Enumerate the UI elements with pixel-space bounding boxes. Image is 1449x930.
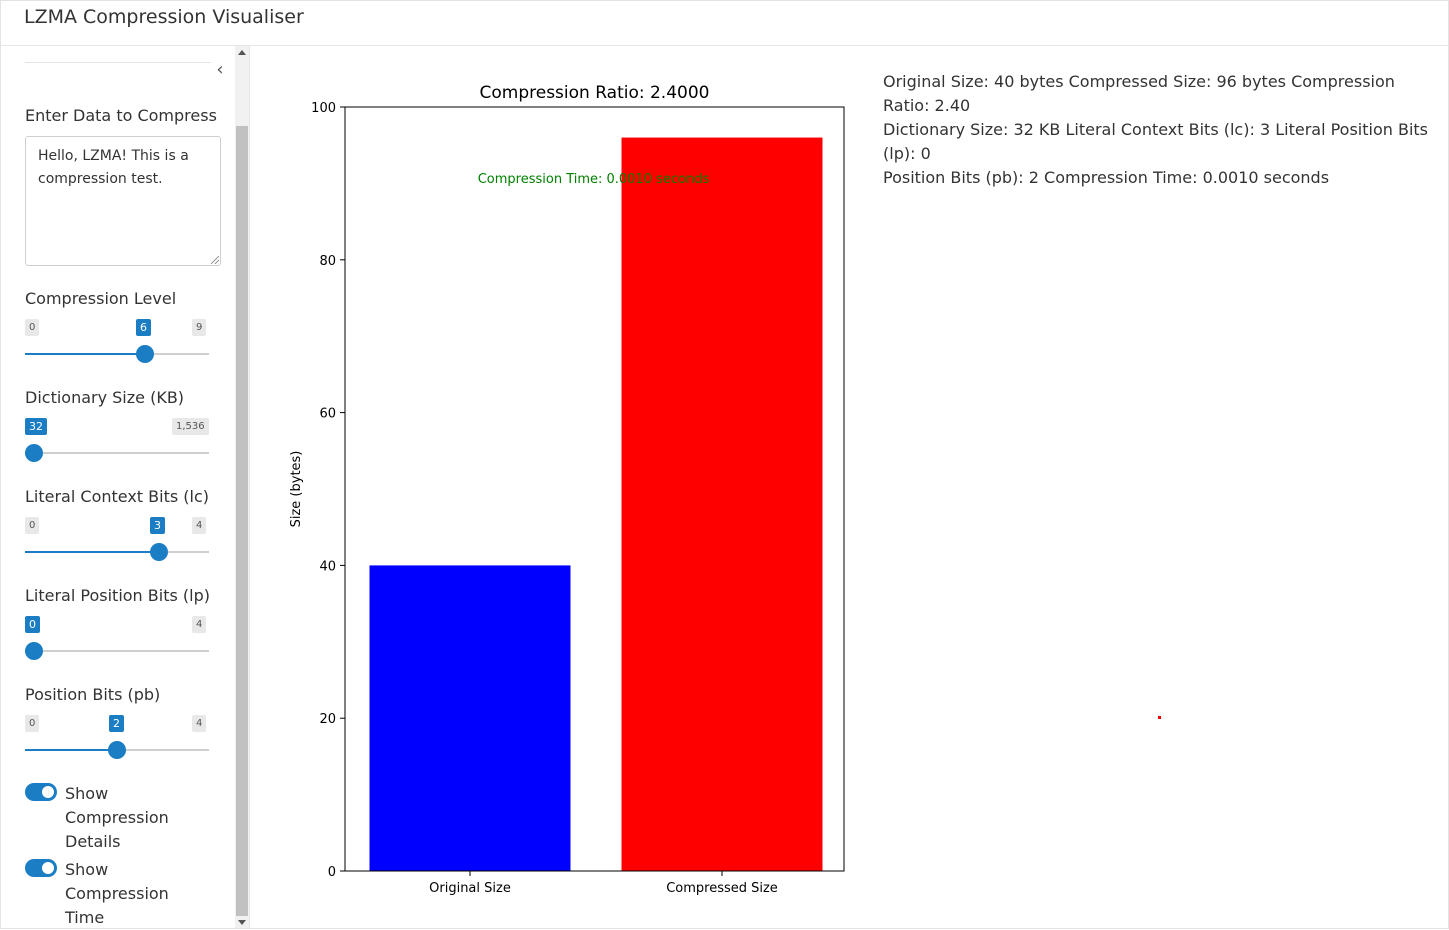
- slider-value-badge: 32: [25, 418, 47, 435]
- toggle-label-line1: Show Compression: [65, 860, 169, 903]
- compression-details: Original Size: 40 bytes Compressed Size:…: [883, 70, 1443, 190]
- position-bits-slider[interactable]: 0 2 4: [25, 715, 211, 765]
- app-header: LZMA Compression Visualiser: [1, 1, 1448, 46]
- resize-grip-icon[interactable]: [211, 256, 219, 264]
- slider-fill: [25, 749, 117, 751]
- chart-annotation: Compression Time: 0.0010 seconds: [478, 172, 710, 187]
- y-tick-label: 20: [319, 712, 336, 727]
- literal-context-bits-slider[interactable]: 0 3 4: [25, 517, 211, 567]
- slider-max-badge: 4: [192, 715, 207, 732]
- toggle-label-line2: Details: [65, 832, 121, 851]
- slider-min-badge: 0: [25, 319, 40, 336]
- scroll-up-icon[interactable]: [238, 50, 246, 55]
- details-line-3: Position Bits (pb): 2 Compression Time: …: [883, 168, 1330, 187]
- toggle-label: Show Compression Time: [65, 858, 209, 930]
- data-input-textarea[interactable]: Hello, LZMA! This is a compression test.: [25, 136, 221, 266]
- sidebar-divider: [25, 62, 211, 63]
- slider-handle[interactable]: [135, 345, 154, 363]
- chart-title: Compression Ratio: 2.4000: [480, 83, 710, 103]
- slider-value-badge: 6: [136, 319, 151, 336]
- slider-track[interactable]: [25, 452, 209, 454]
- dictionary-size-label: Dictionary Size (KB): [25, 388, 185, 407]
- slider-track[interactable]: [25, 650, 209, 652]
- slider-handle[interactable]: [149, 543, 168, 561]
- collapse-sidebar-icon[interactable]: ‹: [216, 59, 224, 80]
- slider-min-badge: 0: [25, 517, 40, 534]
- slider-handle[interactable]: [108, 741, 126, 759]
- slider-handle[interactable]: [25, 444, 43, 462]
- y-axis-label: Size (bytes): [289, 451, 304, 528]
- slider-fill: [25, 551, 159, 553]
- slider-value-badge: 2: [109, 715, 124, 732]
- data-input-value: Hello, LZMA! This is a compression test.: [38, 148, 189, 187]
- toggle-label-line2: Time: [65, 908, 105, 927]
- toggle-label-line1: Show Compression: [65, 784, 169, 827]
- input-label: Enter Data to Compress: [25, 106, 217, 125]
- slider-fill: [25, 353, 145, 355]
- literal-position-bits-label: Literal Position Bits (lp): [25, 586, 210, 605]
- scrollbar-thumb[interactable]: [236, 126, 248, 916]
- bar-1: [621, 137, 823, 871]
- toggle-label: Show Compression Details: [65, 782, 209, 854]
- slider-max-badge: 4: [192, 517, 207, 534]
- position-bits-label: Position Bits (pb): [25, 685, 161, 704]
- y-tick-label: 100: [311, 101, 336, 116]
- slider-min-badge: 0: [25, 715, 40, 732]
- bar-chart: Compression Ratio: 2.4000 Original Size Co…: [289, 83, 845, 896]
- literal-context-bits-label: Literal Context Bits (lc): [25, 487, 209, 506]
- y-tick-label: 40: [319, 559, 336, 574]
- y-tick-label: 80: [319, 254, 336, 269]
- compression-level-label: Compression Level: [25, 289, 177, 308]
- y-tick-label: 0: [328, 865, 336, 880]
- sidebar: ‹ Enter Data to Compress Hello, LZMA! Th…: [1, 46, 250, 928]
- marker-dot: [1158, 716, 1161, 719]
- x-tick-label: Compressed Size: [666, 881, 778, 896]
- bar-0: [369, 565, 571, 871]
- slider-max-badge: 1,536: [172, 418, 209, 435]
- toggle-knob: [42, 786, 54, 798]
- slider-value-badge: 3: [150, 517, 165, 534]
- plot-frame: [344, 106, 845, 872]
- slider-max-badge: 9: [192, 319, 207, 336]
- chart-container: Compression Ratio: 2.4000 Original Size Co…: [278, 72, 858, 916]
- slider-handle[interactable]: [25, 642, 43, 660]
- details-line-2: Dictionary Size: 32 KB Literal Context B…: [883, 120, 1429, 163]
- dictionary-size-slider[interactable]: 32 1,536: [25, 418, 211, 468]
- x-tick-label: Original Size: [429, 881, 511, 896]
- literal-position-bits-slider[interactable]: 0 4: [25, 616, 211, 666]
- app-title: LZMA Compression Visualiser: [24, 6, 304, 28]
- compression-level-slider[interactable]: 0 6 9: [25, 319, 211, 369]
- slider-value-badge: 0: [25, 616, 40, 633]
- toggle-switch[interactable]: [25, 783, 57, 801]
- toggle-knob: [42, 862, 54, 874]
- toggle-switch[interactable]: [25, 859, 57, 877]
- y-tick-label: 60: [319, 407, 336, 422]
- details-line-1: Original Size: 40 bytes Compressed Size:…: [883, 72, 1395, 115]
- scroll-down-icon[interactable]: [238, 920, 246, 925]
- sidebar-scrollbar[interactable]: [235, 46, 249, 928]
- slider-max-badge: 4: [192, 616, 207, 633]
